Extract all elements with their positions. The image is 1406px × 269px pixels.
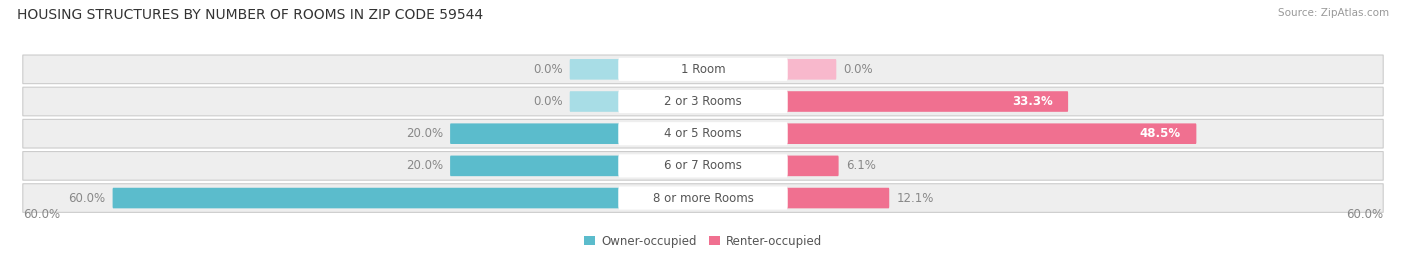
FancyBboxPatch shape bbox=[786, 91, 1069, 112]
Text: Source: ZipAtlas.com: Source: ZipAtlas.com bbox=[1278, 8, 1389, 18]
Text: 0.0%: 0.0% bbox=[533, 63, 562, 76]
Text: 60.0%: 60.0% bbox=[1346, 208, 1384, 221]
FancyBboxPatch shape bbox=[619, 90, 787, 113]
Text: 6 or 7 Rooms: 6 or 7 Rooms bbox=[664, 159, 742, 172]
Text: 1 Room: 1 Room bbox=[681, 63, 725, 76]
FancyBboxPatch shape bbox=[619, 186, 787, 210]
FancyBboxPatch shape bbox=[619, 122, 787, 145]
Text: 0.0%: 0.0% bbox=[533, 95, 562, 108]
Text: 60.0%: 60.0% bbox=[22, 208, 60, 221]
FancyBboxPatch shape bbox=[786, 155, 838, 176]
FancyBboxPatch shape bbox=[786, 188, 889, 208]
FancyBboxPatch shape bbox=[22, 87, 1384, 116]
Text: 12.1%: 12.1% bbox=[897, 192, 934, 204]
Text: 8 or more Rooms: 8 or more Rooms bbox=[652, 192, 754, 204]
Text: 60.0%: 60.0% bbox=[69, 192, 105, 204]
Text: 2 or 3 Rooms: 2 or 3 Rooms bbox=[664, 95, 742, 108]
FancyBboxPatch shape bbox=[450, 123, 620, 144]
Text: 6.1%: 6.1% bbox=[846, 159, 876, 172]
FancyBboxPatch shape bbox=[619, 154, 787, 178]
FancyBboxPatch shape bbox=[112, 188, 620, 208]
FancyBboxPatch shape bbox=[22, 184, 1384, 212]
Text: HOUSING STRUCTURES BY NUMBER OF ROOMS IN ZIP CODE 59544: HOUSING STRUCTURES BY NUMBER OF ROOMS IN… bbox=[17, 8, 484, 22]
Text: 20.0%: 20.0% bbox=[406, 127, 443, 140]
Text: 33.3%: 33.3% bbox=[1012, 95, 1053, 108]
FancyBboxPatch shape bbox=[569, 91, 620, 112]
Text: 0.0%: 0.0% bbox=[844, 63, 873, 76]
FancyBboxPatch shape bbox=[786, 59, 837, 80]
FancyBboxPatch shape bbox=[450, 155, 620, 176]
FancyBboxPatch shape bbox=[619, 58, 787, 81]
FancyBboxPatch shape bbox=[786, 123, 1197, 144]
FancyBboxPatch shape bbox=[569, 59, 620, 80]
FancyBboxPatch shape bbox=[22, 55, 1384, 84]
Legend: Owner-occupied, Renter-occupied: Owner-occupied, Renter-occupied bbox=[579, 230, 827, 253]
Text: 48.5%: 48.5% bbox=[1140, 127, 1181, 140]
FancyBboxPatch shape bbox=[22, 151, 1384, 180]
Text: 4 or 5 Rooms: 4 or 5 Rooms bbox=[664, 127, 742, 140]
Text: 20.0%: 20.0% bbox=[406, 159, 443, 172]
FancyBboxPatch shape bbox=[22, 119, 1384, 148]
